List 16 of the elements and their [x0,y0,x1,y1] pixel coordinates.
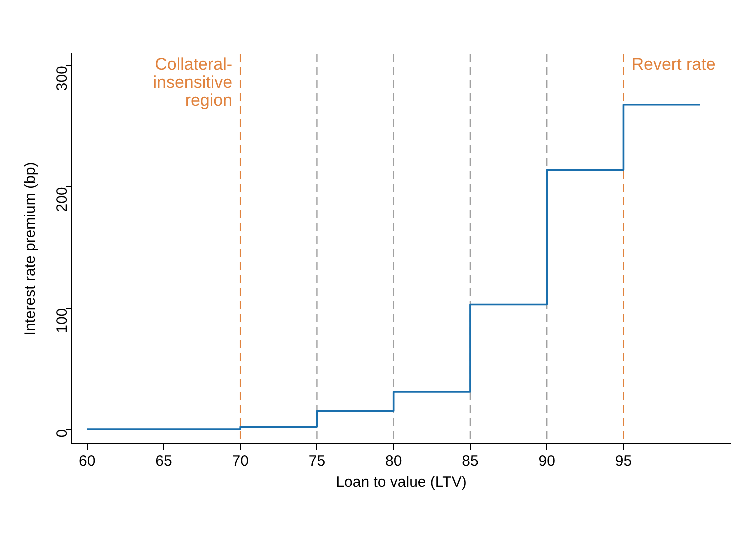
ref-line-label: Collateral- insensitive region [153,55,233,110]
y-tick-label: 100 [54,308,72,334]
x-axis-title: Loan to value (LTV) [336,474,467,492]
x-tick-label: 95 [615,453,632,470]
x-tick-label: 70 [232,453,249,470]
y-tick-label: 300 [54,66,72,92]
x-tick-label: 85 [462,453,479,470]
x-tick-label: 75 [308,453,326,470]
x-tick-label: 65 [156,453,172,470]
x-tick-label: 60 [78,453,96,470]
y-tick-label: 0 [54,429,72,438]
ref-line-label: Revert rate [632,55,716,74]
y-axis-title: Interest rate premium (bp) [22,162,40,336]
y-tick-label: 200 [54,187,72,212]
x-tick-label: 90 [538,453,556,470]
x-tick-label: 80 [385,453,402,470]
